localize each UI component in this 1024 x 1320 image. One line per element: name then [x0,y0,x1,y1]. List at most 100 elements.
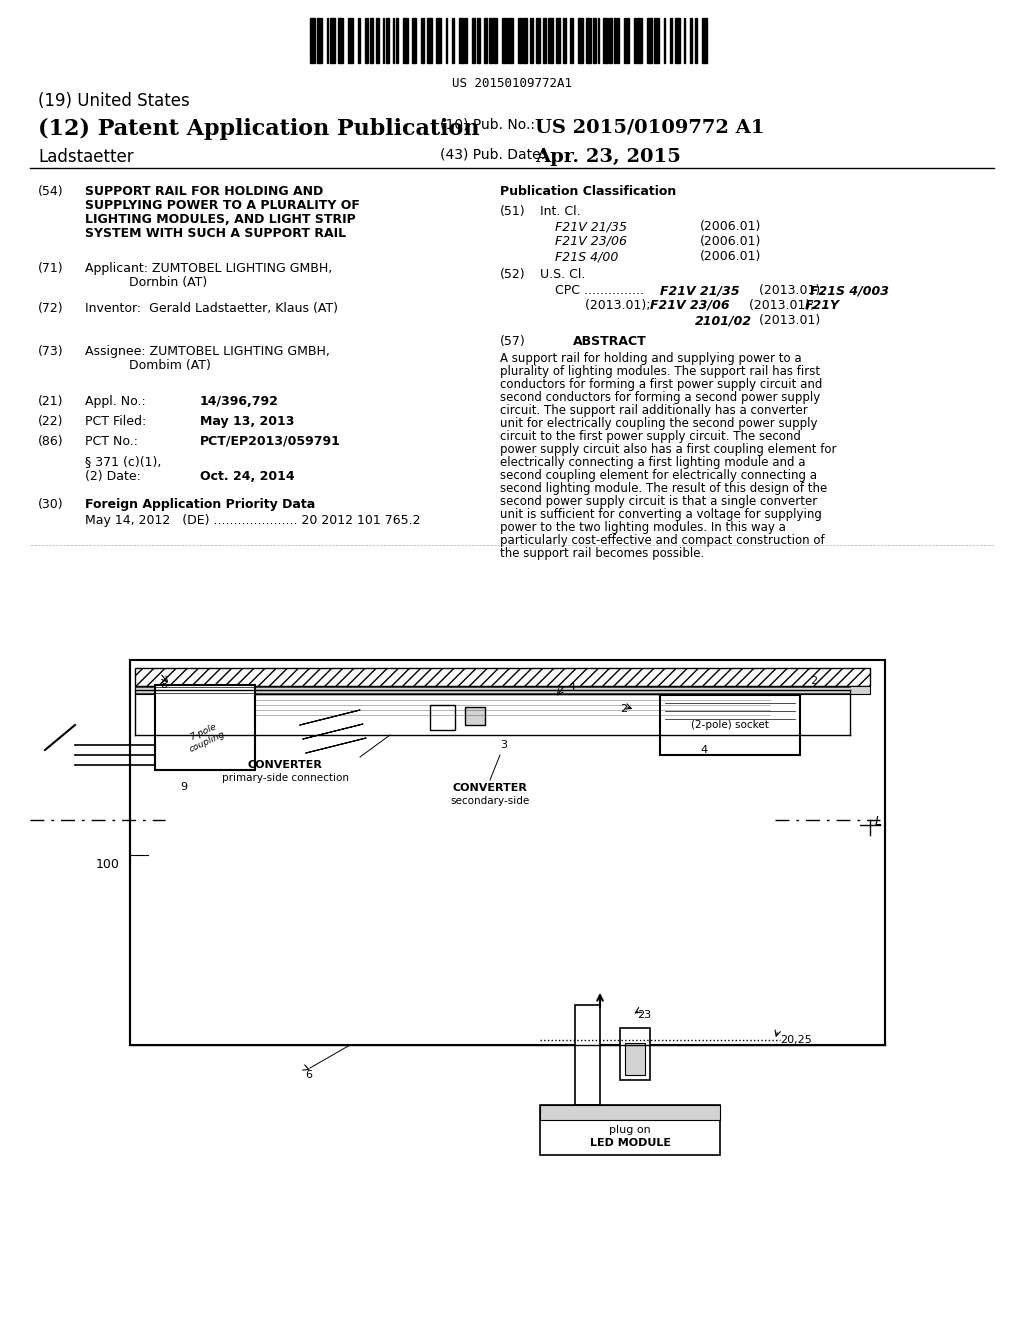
Bar [386,18,389,63]
Text: (54): (54) [38,185,63,198]
Text: second conductors for forming a second power supply: second conductors for forming a second p… [500,391,820,404]
Bar [383,18,384,63]
Bar [338,18,343,63]
Text: 14/396,792: 14/396,792 [200,395,279,408]
Text: Dombim (AT): Dombim (AT) [85,359,211,372]
Bar [634,18,636,63]
Bar [453,18,454,63]
Bar [690,18,692,63]
Bar [348,18,353,63]
Text: (72): (72) [38,302,63,315]
Text: second coupling element for electrically connecting a: second coupling element for electrically… [500,469,817,482]
Text: F21S 4/00: F21S 4/00 [555,249,618,263]
Text: Assignee: ZUMTOBEL LIGHTING GMBH,: Assignee: ZUMTOBEL LIGHTING GMBH, [85,345,330,358]
Bar [523,18,526,63]
Bar [365,18,368,63]
Text: 20,25: 20,25 [780,1035,812,1045]
Text: 3: 3 [500,741,507,750]
Bar [465,708,485,725]
Text: Applicant: ZUMTOBEL LIGHTING GMBH,: Applicant: ZUMTOBEL LIGHTING GMBH, [85,261,332,275]
Bar [575,1005,600,1105]
Bar [624,18,626,63]
Text: LIGHTING MODULES, AND LIGHT STRIP: LIGHTING MODULES, AND LIGHT STRIP [85,213,355,226]
Text: Dornbin (AT): Dornbin (AT) [85,276,207,289]
Bar [671,18,672,63]
Bar [472,18,475,63]
Text: F21V 21/35: F21V 21/35 [555,220,627,234]
Text: primary-side connection: primary-side connection [221,774,348,783]
Bar [135,668,870,686]
Bar [370,18,373,63]
Text: CONVERTER: CONVERTER [248,760,323,770]
Text: plug on: plug on [609,1125,651,1135]
Text: Ladstaetter: Ladstaetter [38,148,133,166]
Bar [586,18,591,63]
Text: 8: 8 [160,680,167,690]
Text: second power supply circuit is that a single converter: second power supply circuit is that a si… [500,495,817,508]
Text: circuit. The support rail additionally has a converter: circuit. The support rail additionally h… [500,404,808,417]
Text: SUPPORT RAIL FOR HOLDING AND: SUPPORT RAIL FOR HOLDING AND [85,185,324,198]
Text: L: L [874,814,882,828]
Text: 7-pole
coupling: 7-pole coupling [183,719,226,754]
Bar [602,18,607,63]
Text: 1: 1 [570,682,577,693]
Bar [540,1105,720,1119]
Bar [477,18,480,63]
Text: power to the two lighting modules. In this way a: power to the two lighting modules. In th… [500,521,785,535]
Bar [445,18,447,63]
Text: (2006.01): (2006.01) [700,220,762,234]
Bar [483,18,486,63]
Bar [402,18,408,63]
Bar [427,18,432,63]
Bar [330,18,335,63]
Text: (2006.01): (2006.01) [700,235,762,248]
Bar [620,1028,650,1080]
Bar [653,18,658,63]
Text: second lighting module. The result of this design of the: second lighting module. The result of th… [500,482,827,495]
Bar [376,18,380,63]
Text: (30): (30) [38,498,63,511]
Text: (12) Patent Application Publication: (12) Patent Application Publication [38,117,479,140]
Text: power supply circuit also has a first coupling element for: power supply circuit also has a first co… [500,444,837,455]
Text: 2: 2 [620,704,627,714]
Bar [614,18,615,63]
Text: PCT/EP2013/059791: PCT/EP2013/059791 [200,436,341,447]
Bar [488,18,492,63]
Text: 6: 6 [305,1071,312,1080]
Text: (2013.01);: (2013.01); [755,284,828,297]
Text: CPC ...............: CPC ............... [555,284,648,297]
Text: US 2015/0109772 A1: US 2015/0109772 A1 [535,117,765,136]
Text: unit for electrically coupling the second power supply: unit for electrically coupling the secon… [500,417,817,430]
Text: A support rail for holding and supplying power to a: A support rail for holding and supplying… [500,352,802,366]
Text: (57): (57) [500,335,525,348]
Bar [695,18,696,63]
Text: Appl. No.:: Appl. No.: [85,395,145,408]
Text: ABSTRACT: ABSTRACT [573,335,647,348]
Bar [421,18,424,63]
Bar [563,18,566,63]
Text: 23: 23 [637,1010,651,1020]
Bar [459,18,464,63]
Text: (86): (86) [38,436,63,447]
Text: Foreign Application Priority Data: Foreign Application Priority Data [85,498,315,511]
Bar [660,696,800,755]
Text: LED MODULE: LED MODULE [590,1138,671,1148]
Text: May 13, 2013: May 13, 2013 [200,414,294,428]
Bar [518,18,521,63]
Text: secondary-side: secondary-side [451,796,529,807]
Text: F21Y: F21Y [805,300,840,312]
Text: US 20150109772A1: US 20150109772A1 [452,77,572,90]
Text: Inventor:  Gerald Ladstaetter, Klaus (AT): Inventor: Gerald Ladstaetter, Klaus (AT) [85,302,338,315]
Bar [664,18,666,63]
Bar [529,18,534,63]
Bar [578,18,583,63]
Text: SYSTEM WITH SUCH A SUPPORT RAIL: SYSTEM WITH SUCH A SUPPORT RAIL [85,227,346,240]
Text: PCT No.:: PCT No.: [85,436,138,447]
Text: 100: 100 [96,858,120,871]
Text: the support rail becomes possible.: the support rail becomes possible. [500,546,705,560]
Bar [435,18,440,63]
Text: (2-pole) socket: (2-pole) socket [691,719,769,730]
Text: particularly cost-effective and compact construction of: particularly cost-effective and compact … [500,535,824,546]
Text: Publication Classification: Publication Classification [500,185,676,198]
Text: (2013.01);: (2013.01); [585,300,654,312]
